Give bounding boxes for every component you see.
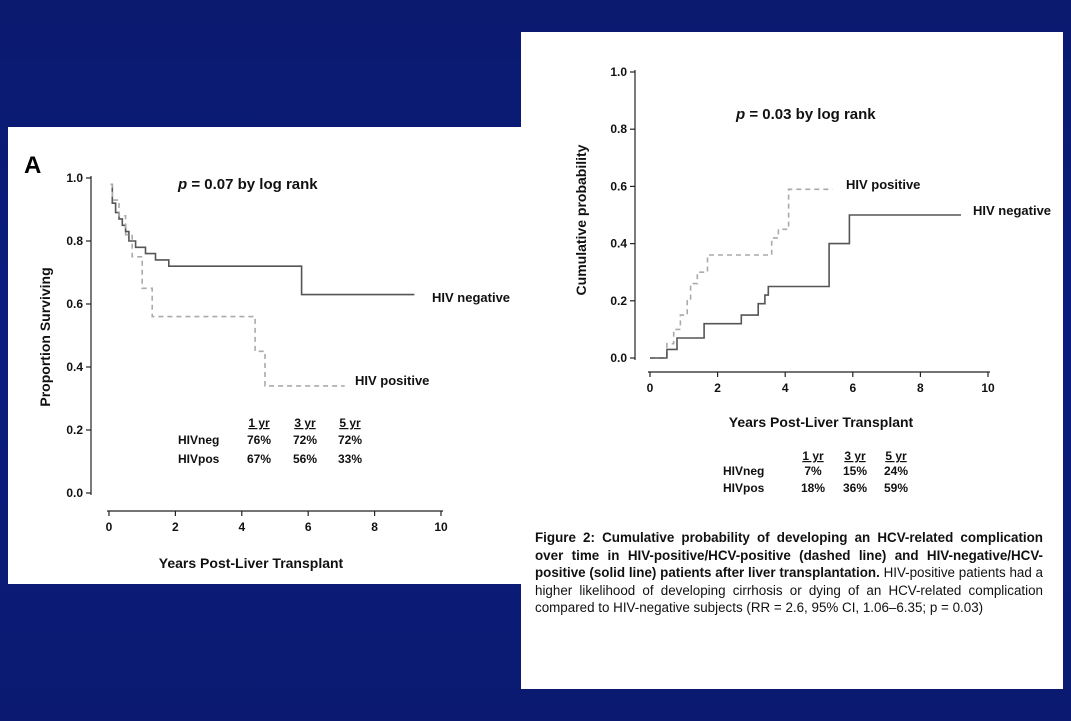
table-cell: 72% xyxy=(338,433,362,447)
table-header: 3 yr xyxy=(294,416,316,430)
y-tick-label: 0.6 xyxy=(610,179,627,193)
axes: 0.0 0.2 0.4 0.6 0.8 1.0 0 2 4 6 8 10 xyxy=(66,171,448,534)
y-tick-label: 1.0 xyxy=(610,65,627,79)
x-tick-label: 2 xyxy=(714,381,721,395)
table-cell: 36% xyxy=(843,481,867,495)
x-tick-label: 4 xyxy=(238,520,245,534)
table-cell: 67% xyxy=(247,452,271,466)
x-tick-label: 2 xyxy=(172,520,179,534)
table-row-label: HIVpos xyxy=(178,452,220,466)
table-cell: 24% xyxy=(884,464,908,478)
table-header: 3 yr xyxy=(844,449,866,463)
panel-letter: A xyxy=(24,152,41,179)
table-cell: 18% xyxy=(801,481,825,495)
table-cell: 33% xyxy=(338,452,362,466)
y-tick-label: 1.0 xyxy=(66,171,83,185)
table-header: 1 yr xyxy=(248,416,270,430)
x-tick-label: 8 xyxy=(371,520,378,534)
cumulative-probability-chart: p = 0.03 by log rank 0.00.20.40.60.81.00… xyxy=(573,65,1051,495)
y-axis-label: Proportion Surviving xyxy=(37,267,53,406)
p-value-annotation: p = 0.07 by log rank xyxy=(177,176,318,193)
x-tick-label: 8 xyxy=(917,381,924,395)
y-tick-label: 0.2 xyxy=(66,423,83,437)
table-cell: 72% xyxy=(293,433,317,447)
y-tick-label: 0.4 xyxy=(610,237,627,251)
table-cell: 7% xyxy=(804,464,822,478)
x-tick-label: 6 xyxy=(849,381,856,395)
caption-bold: Figure 2: Cumulative probability of deve… xyxy=(535,530,1043,580)
caption-text: HIV-positive patients had a higher likel… xyxy=(535,565,1043,615)
table-row-label: HIVpos xyxy=(723,481,765,495)
table-cell: 59% xyxy=(884,481,908,495)
table-cell: 76% xyxy=(247,433,271,447)
x-tick-label: 0 xyxy=(647,381,654,395)
table-header: 5 yr xyxy=(885,449,907,463)
figure-caption: Figure 2: Cumulative probability of deve… xyxy=(535,529,1043,617)
series-label-hiv-negative: HIV negative xyxy=(432,290,510,305)
y-tick-label: 0.0 xyxy=(610,351,627,365)
survival-chart: A p = 0.07 by log rank 0.0 0.2 0.4 0.6 0.8 1.… xyxy=(24,152,510,571)
y-tick-label: 0.8 xyxy=(66,234,83,248)
table-cell: 15% xyxy=(843,464,867,478)
summary-table: 1 yr 3 yr 5 yr HIVneg 76% 72% 72% HIVpos… xyxy=(178,416,362,466)
y-tick-label: 0.0 xyxy=(66,486,83,500)
x-tick-label: 4 xyxy=(782,381,789,395)
x-tick-label: 10 xyxy=(434,520,448,534)
series-line-hiv-positive xyxy=(650,188,833,359)
series-label-hiv-negative: HIV negative xyxy=(973,203,1051,218)
x-axis-label: Years Post-Liver Transplant xyxy=(729,414,914,430)
y-tick-label: 0.2 xyxy=(610,294,627,308)
series-label-hiv-positive: HIV positive xyxy=(355,373,429,388)
series-group xyxy=(110,183,415,387)
x-tick-label: 0 xyxy=(106,520,113,534)
panel-a: A p = 0.07 by log rank 0.0 0.2 0.4 0.6 0.8 1.… xyxy=(8,127,521,584)
axes: 0.0 0.2 0.4 0.6 0.8 1.0 0 2 4 6 8 10 xyxy=(610,65,995,395)
y-tick-label: 0.6 xyxy=(66,297,83,311)
y-tick-label: 0.4 xyxy=(66,360,83,374)
series-line-hiv-negative xyxy=(650,214,961,359)
y-axis-label: Cumulative probability xyxy=(573,144,589,295)
x-tick-label: 6 xyxy=(305,520,312,534)
panel-b: p = 0.03 by log rank 0.0 0.2 0.4 0.6 0.8 1.0 0… xyxy=(521,32,1063,689)
y-tick-label: 0.8 xyxy=(610,122,627,136)
p-value-annotation: p = 0.03 by log rank xyxy=(735,106,876,123)
table-cell: 56% xyxy=(293,452,317,466)
table-row-label: HIVneg xyxy=(723,464,764,478)
table-header: 1 yr xyxy=(802,449,824,463)
x-axis-label: Years Post-Liver Transplant xyxy=(159,555,344,571)
series-label-hiv-positive: HIV positive xyxy=(846,177,920,192)
series-line-hiv-positive xyxy=(110,183,345,387)
x-tick-label: 10 xyxy=(981,381,995,395)
series-line-hiv-negative xyxy=(110,183,415,296)
table-row-label: HIVneg xyxy=(178,433,219,447)
summary-table: 1 yr 3 yr 5 yr HIVneg 7% 15% 24% HIVpos … xyxy=(723,449,908,495)
table-header: 5 yr xyxy=(339,416,361,430)
series-group xyxy=(650,188,961,359)
